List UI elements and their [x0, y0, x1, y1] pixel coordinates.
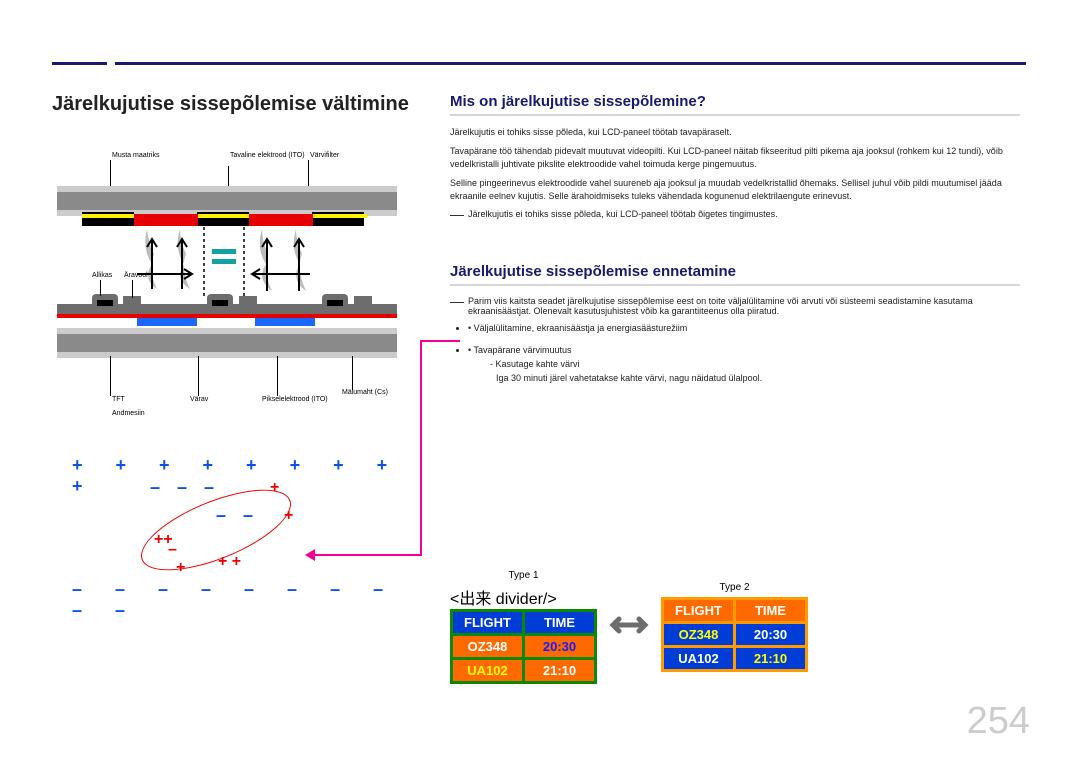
leader — [277, 356, 278, 396]
sub-bullet: Kasutage kahte värvi Iga 30 minuti järel… — [488, 358, 1020, 386]
label-capacitor: Mälumaht (Cs) — [342, 389, 388, 396]
t1-r1c1: OZ348 — [452, 635, 524, 659]
connector-arrow — [305, 549, 315, 561]
paragraph: Selline pingeerinevus elektroodide vahel… — [450, 177, 1020, 203]
label-color-filter: Värvifilter — [310, 152, 339, 159]
label-black-matrix: Musta maatriks — [112, 152, 159, 159]
color-example-tables: Type 1 <出来 divider/> FLIGHTTIME OZ34820:… — [450, 570, 870, 684]
main-title: Järelkujutise sissepõlemise vältimine — [52, 93, 422, 116]
bullet-item: Väljalülitamine, ekraanisäästja ja energ… — [468, 322, 1020, 336]
label-drain: Äravool — [124, 272, 148, 279]
t2-r2c1: UA102 — [663, 647, 735, 671]
t2-r1c1: OZ348 — [663, 623, 735, 647]
type1-label: Type 1 — [450, 570, 597, 581]
t2-r2c2: 21:10 — [735, 647, 807, 671]
minus-row: – – – — [150, 477, 220, 498]
dash-icon: ― — [450, 296, 468, 316]
leader — [110, 356, 111, 396]
label-pixel-electrode: Pikselelektrood (ITO) — [262, 396, 328, 403]
connector-line — [420, 340, 422, 556]
t2-h1: FLIGHT — [663, 599, 735, 623]
header-rule-gap — [107, 62, 115, 65]
layer — [57, 192, 397, 210]
note-text: Järelkujutis ei tohiks sisse põleda, kui… — [468, 209, 778, 219]
t1-h2: TIME — [524, 611, 596, 635]
bullet-item: Tavapärane värvimuutus Kasutage kahte vä… — [468, 344, 1020, 386]
electrode-line — [82, 214, 367, 218]
t1-r2c1: UA102 — [452, 659, 524, 683]
connector-line — [310, 554, 422, 556]
minus-row: – – – – – – – – – – — [72, 579, 412, 621]
type2-label: Type 2 — [661, 582, 808, 593]
type1-block: Type 1 <出来 divider/> FLIGHTTIME OZ34820:… — [450, 570, 597, 684]
lcd-cross-section-diagram: Musta maatriks Tavaline elektrood (ITO) … — [52, 134, 412, 459]
leader — [198, 356, 199, 396]
leader — [132, 280, 133, 298]
paragraph: Järelkujutis ei tohiks sisse põleda, kui… — [450, 126, 1020, 139]
left-column: Järelkujutise sissepõlemise vältimine Mu… — [52, 93, 422, 459]
leader — [100, 280, 101, 296]
charge-pattern-diagram: + + + + + + + + + – – – + – – + ++ – + +… — [52, 455, 412, 635]
label-common-electrode: Tavaline elektrood (ITO) — [230, 152, 305, 159]
note: ― Parim viis kaitsta seadet järelkujutis… — [450, 296, 1020, 316]
label-gate: Värav — [190, 396, 208, 403]
type1-table: FLIGHTTIME OZ34820:30 UA10221:10 — [450, 609, 597, 684]
t2-h2: TIME — [735, 599, 807, 623]
label-source: Allikas — [92, 272, 112, 279]
t1-r2c2: 21:10 — [524, 659, 596, 683]
leader — [308, 160, 309, 188]
section-heading-1: Mis on järelkujutise sissepõlemine? — [450, 93, 1020, 116]
paragraph: Tavapärane töö tähendab pidevalt muutuva… — [450, 145, 1020, 171]
section-heading-2: Järelkujutise sissepõlemise ennetamine — [450, 263, 1020, 286]
label-andmesiin: Andmesiin — [112, 410, 145, 417]
leader — [352, 356, 353, 390]
layer — [57, 334, 397, 352]
t1-r1c2: 20:30 — [524, 635, 596, 659]
layer — [57, 352, 397, 358]
type2-table: FLIGHTTIME OZ34820:30 UA10221:10 — [661, 597, 808, 672]
t2-r1c2: 20:30 — [735, 623, 807, 647]
dash-icon: ― — [450, 209, 468, 219]
bullet-list: Väljalülitamine, ekraanisäästja ja energ… — [468, 322, 1020, 386]
note: ― Järelkujutis ei tohiks sisse põleda, k… — [450, 209, 1020, 219]
note-text: Parim viis kaitsta seadet järelkujutise … — [468, 296, 1020, 316]
right-column: Mis on järelkujutise sissepõlemine? Järe… — [450, 93, 1020, 386]
double-arrow-icon — [609, 613, 649, 642]
page-number: 254 — [967, 700, 1030, 743]
header-rule — [52, 62, 1026, 65]
type2-block: Type 2 FLIGHTTIME OZ34820:30 UA10221:10 — [661, 582, 808, 672]
label-tft: TFT — [112, 396, 125, 403]
t1-h1: FLIGHT — [452, 611, 524, 635]
